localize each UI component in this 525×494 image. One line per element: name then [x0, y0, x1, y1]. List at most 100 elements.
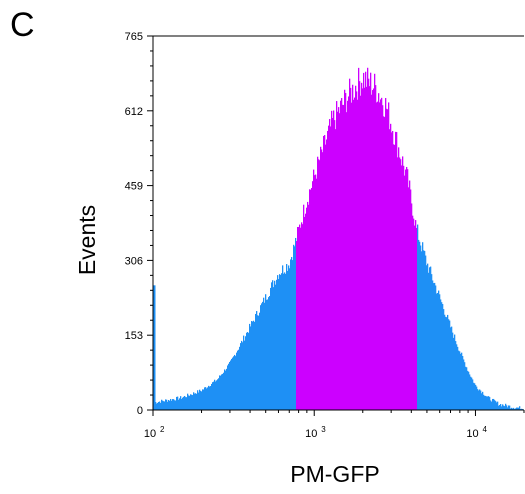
histogram-bin — [217, 379, 219, 410]
histogram-bin — [190, 394, 192, 410]
gated-bin — [361, 82, 363, 410]
histogram-bin — [450, 327, 452, 410]
histogram-bin — [156, 403, 158, 410]
gated-bin — [345, 92, 347, 410]
histogram-bin — [436, 293, 438, 410]
histogram-bin — [239, 346, 241, 410]
histogram-bin — [477, 389, 479, 410]
gated-bin — [360, 95, 362, 410]
histogram-bin — [464, 362, 466, 410]
gated-bin — [371, 94, 373, 410]
histogram-bin — [199, 389, 201, 410]
histogram-bin — [484, 395, 486, 410]
histogram-bin — [479, 389, 481, 410]
gated-bin — [324, 135, 326, 410]
y-tick-label: 0 — [137, 405, 143, 417]
gated-bin — [385, 98, 387, 410]
histogram-bin — [493, 398, 495, 410]
histogram-bin — [167, 401, 169, 410]
histogram-bin — [503, 405, 505, 410]
gated-bin — [321, 149, 323, 411]
histogram-bin — [507, 407, 509, 410]
histogram-bin — [218, 378, 220, 410]
histogram-bin — [459, 351, 461, 410]
histogram-bin — [508, 405, 510, 410]
histogram-bin — [286, 264, 288, 410]
histogram-bin — [480, 390, 482, 410]
histogram-bin — [241, 340, 243, 410]
gated-bin — [391, 132, 393, 410]
histogram-bin — [268, 297, 270, 410]
histogram-bin — [284, 272, 286, 410]
histogram-bin — [213, 381, 215, 410]
x-tick-label: 10 — [144, 428, 156, 440]
histogram-bin — [439, 294, 441, 410]
histogram-bin — [233, 356, 235, 410]
gated-bin — [358, 67, 360, 411]
histogram-bin — [165, 399, 167, 410]
histogram-bin — [429, 267, 431, 410]
histogram-bin — [184, 395, 186, 410]
gated-bin — [316, 178, 318, 410]
histogram-bin — [497, 401, 499, 410]
histogram-bin — [263, 297, 265, 410]
histogram-bin — [279, 274, 281, 410]
gated-bin — [317, 156, 319, 410]
gated-bin — [350, 87, 352, 411]
gated-bin — [349, 78, 351, 411]
histogram-bin — [432, 280, 434, 410]
histogram-bin — [226, 368, 228, 410]
histogram-bin — [449, 320, 451, 410]
gated-bin — [410, 189, 412, 410]
gated-bin — [312, 181, 314, 410]
histogram-bin — [181, 398, 183, 410]
histogram-bin — [188, 395, 190, 410]
histogram-bin — [488, 396, 490, 410]
gated-bin — [336, 101, 338, 410]
histogram-bin — [478, 390, 480, 410]
histogram-bin — [444, 314, 446, 410]
gated-bin — [311, 187, 313, 410]
histogram-bin — [446, 317, 448, 410]
histogram-bin — [176, 396, 178, 410]
histogram-bin — [512, 408, 514, 410]
histogram-bin — [197, 390, 199, 410]
histogram-bin — [210, 386, 212, 410]
histogram-bin — [443, 309, 445, 410]
histogram-bin — [460, 353, 462, 410]
histogram-bin — [187, 393, 189, 410]
histogram-bin — [232, 357, 234, 410]
gated-bin — [302, 224, 304, 410]
histogram-bin — [495, 401, 497, 410]
histogram-bin — [487, 396, 489, 410]
histogram-bin — [159, 401, 161, 410]
histogram-bin — [192, 395, 194, 410]
histogram-bin — [424, 250, 426, 410]
histogram-bin — [447, 314, 449, 410]
gated-bin — [396, 132, 398, 410]
histogram-bin — [294, 246, 296, 410]
histogram-bin — [267, 299, 269, 410]
histogram-bin — [516, 407, 518, 410]
gated-bin — [306, 207, 308, 410]
histogram-bin — [485, 395, 487, 410]
histogram-bin — [483, 394, 485, 410]
histogram-bin — [183, 396, 185, 410]
gated-bin — [408, 187, 410, 410]
gated-bin — [390, 123, 392, 410]
histogram-bin — [288, 265, 290, 410]
gated-bin — [330, 126, 332, 410]
histogram-bin — [193, 392, 195, 410]
histogram-bin — [426, 265, 428, 410]
histogram-bin — [420, 245, 422, 410]
gated-bin — [305, 213, 307, 410]
histogram-bin — [482, 391, 484, 410]
histogram-bin — [456, 344, 458, 410]
histogram-bin — [236, 352, 238, 410]
histogram-bin — [214, 379, 216, 410]
histogram-bin — [198, 392, 200, 410]
x-tick-exponent: 3 — [321, 425, 326, 434]
histogram-bin — [458, 350, 460, 410]
y-tick-label: 459 — [125, 181, 143, 193]
x-tick-exponent: 4 — [482, 425, 487, 434]
